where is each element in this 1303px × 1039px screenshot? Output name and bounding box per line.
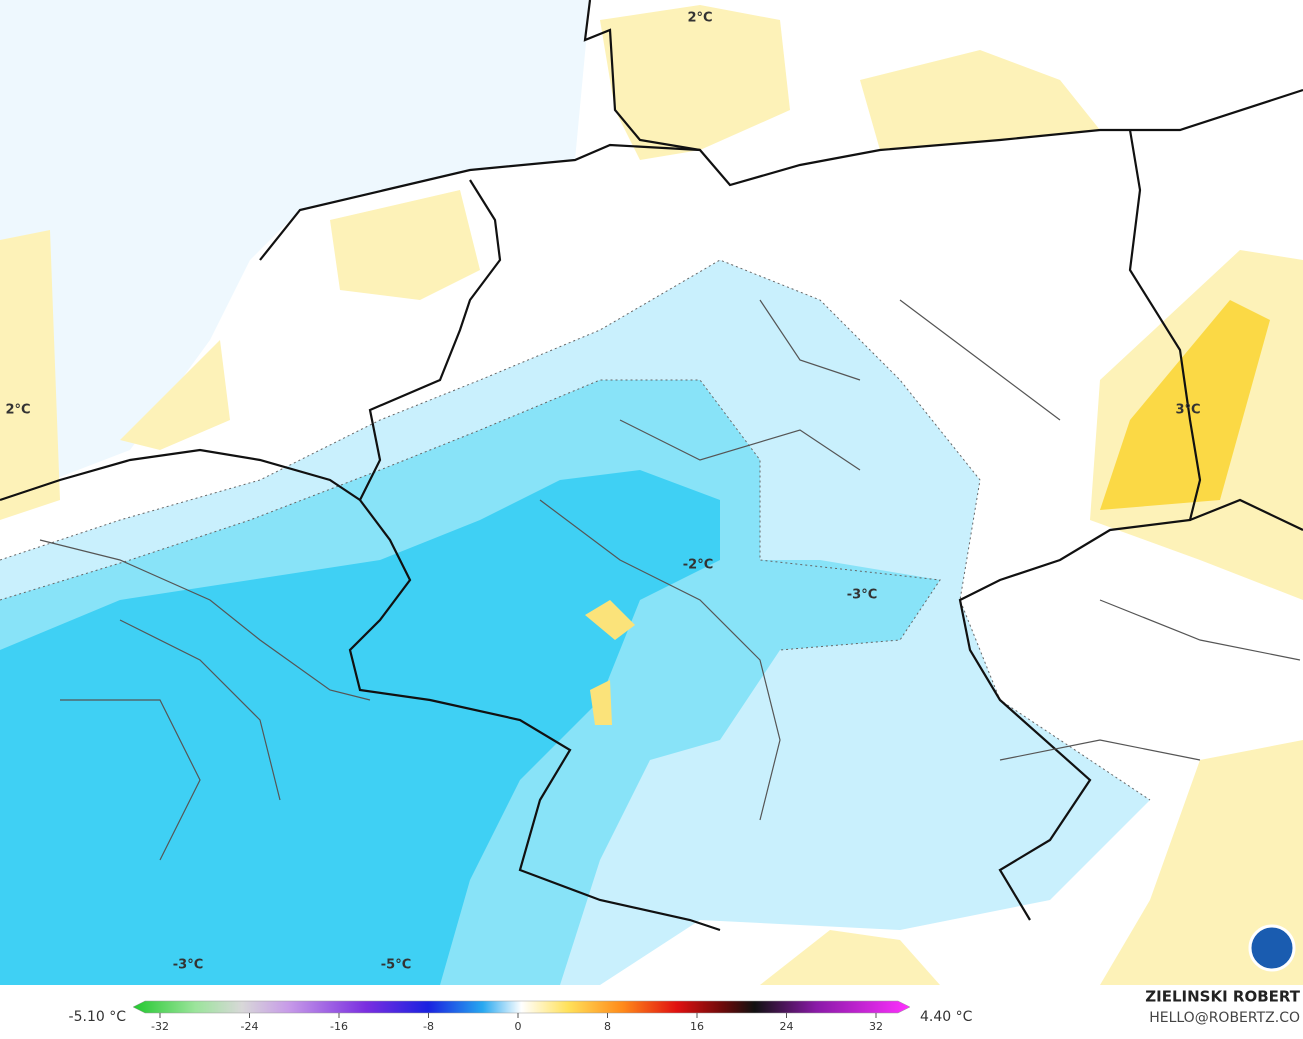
country-border (1189, 498, 1303, 531)
warm-zone (120, 340, 230, 450)
country-border (958, 129, 1202, 921)
warm-zone (330, 190, 480, 300)
warm-zone (860, 50, 1100, 150)
noaa-logo (1248, 924, 1296, 972)
colorbar-tick-label: 8 (604, 1020, 611, 1033)
colorbar (132, 1000, 911, 1014)
colorbar-tick-label: -24 (241, 1020, 259, 1033)
colorbar-tick-label: 24 (780, 1020, 794, 1033)
colorbar-ticks: -32 -24 -16 -8 0 8 16 24 32 (151, 1013, 883, 1033)
credit-contact: HELLO@ROBERTZ.CO (1149, 1010, 1300, 1026)
warm-zone-strong (1100, 300, 1270, 510)
coastline (259, 88, 1303, 261)
warm-spot (585, 600, 635, 725)
contour-label: 3°C (1175, 403, 1200, 418)
contour-label: 2°C (687, 11, 712, 26)
colorbar-tick-label: -16 (330, 1020, 348, 1033)
country-border (0, 448, 361, 502)
colorbar-tick-label: 16 (690, 1020, 704, 1033)
warm-zone (1100, 740, 1303, 985)
warm-zone (600, 5, 790, 160)
colorbar-min: -5.10 °C (69, 1009, 127, 1025)
colorbar-tick-label: 32 (869, 1020, 883, 1033)
contour-label: 2°C (5, 403, 30, 418)
contour-label: -2°C (683, 558, 713, 573)
colorbar-tick-label: -8 (423, 1020, 434, 1033)
region-border (39, 299, 1301, 861)
country-border (348, 179, 721, 932)
contour-label: -3°C (847, 588, 877, 603)
credit-author: ZIELINSKI ROBERT (1145, 988, 1300, 1006)
map: 2°C 2°C 3°C -2°C -3°C -3°C -5°C (0, 0, 1303, 985)
contour-label: -3°C (173, 958, 203, 973)
contour-line (0, 379, 941, 651)
colorbar-tick-label: -32 (151, 1020, 169, 1033)
warm-zone (0, 230, 60, 520)
colorbar-tick-label: 0 (515, 1020, 522, 1033)
contour-label: -5°C (381, 958, 411, 973)
colorbar-max: 4.40 °C (920, 1009, 973, 1025)
cold-zone-deep (0, 470, 720, 985)
warm-zone (760, 930, 940, 985)
sea (0, 0, 590, 500)
coastline (583, 0, 701, 152)
